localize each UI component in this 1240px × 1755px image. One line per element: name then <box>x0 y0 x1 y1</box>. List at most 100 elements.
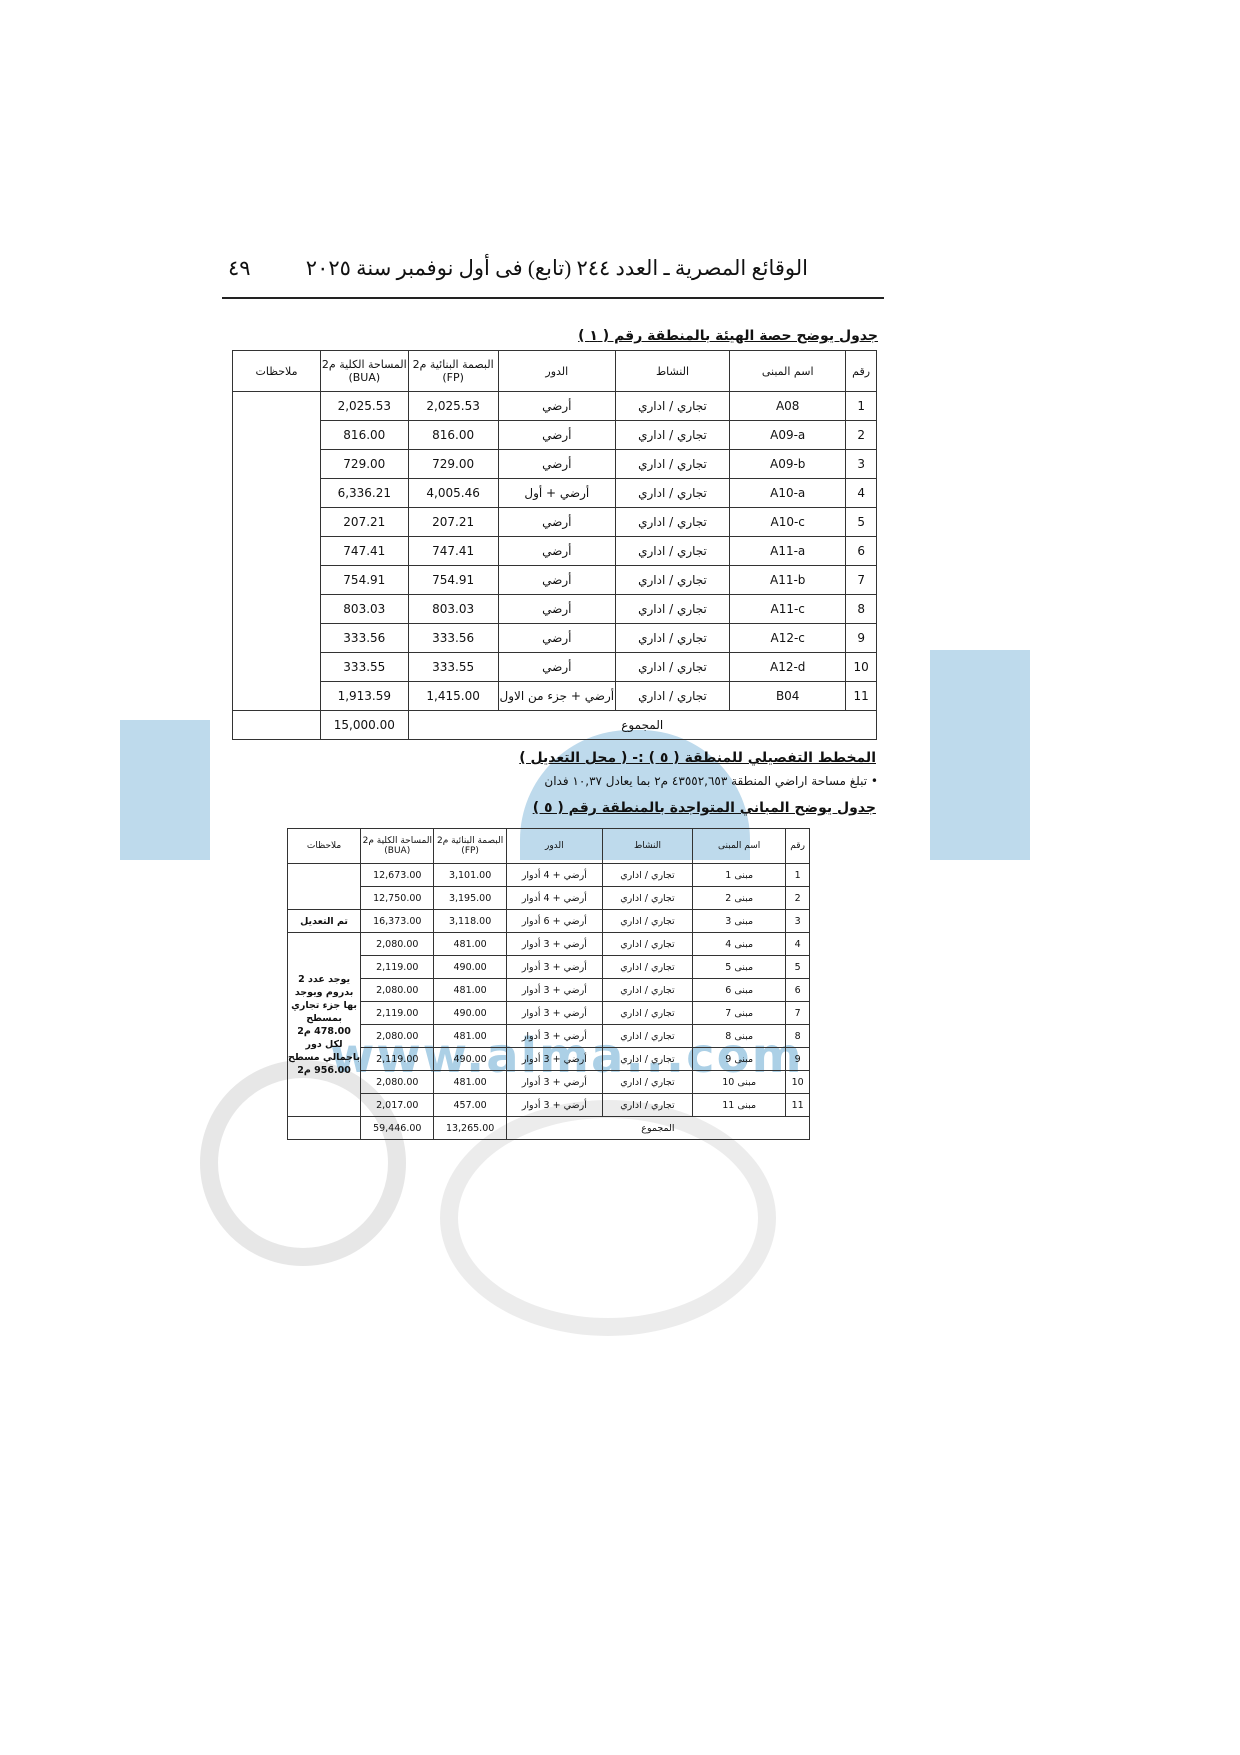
table-cell: A09-b <box>729 449 847 479</box>
table-cell: مبنى 5 <box>692 955 787 979</box>
table-cell: 2,025.53 <box>320 391 409 421</box>
table-cell: A11-a <box>729 536 847 566</box>
table-cell: أرضي + 3 أدوار <box>505 1024 603 1048</box>
table-cell: 5 <box>845 507 877 537</box>
notes-cell: تم التعديل <box>286 909 362 933</box>
total-notes <box>231 710 322 740</box>
column-header: النشاط <box>601 828 694 864</box>
table1: رقم اسم المبنى النشاط الدور البصمة البنائية … <box>231 350 878 740</box>
table-cell: 9 <box>785 1047 810 1071</box>
table-cell: تجاري / اداري <box>614 507 731 537</box>
table-cell: 10 <box>845 652 877 682</box>
table-row: 4 مبنى 4 تجاري / اداري أرضي + 3 أدوار 481.00… <box>286 932 810 1117</box>
table-row: 3 مبنى 3 تجاري / اداري أرضي + 6 أدوار 3,118.… <box>286 909 810 933</box>
table-cell: 2,119.00 <box>360 955 435 979</box>
table-cell: تجاري / اداري <box>614 391 731 421</box>
table-cell: A12-c <box>729 623 847 653</box>
table-row: 11 مبنى 11 تجاري / اداري أرضي + 3 أدوار 457.… <box>288 1093 810 1117</box>
column-header: الدور <box>505 828 603 864</box>
total-bua: 15,000.00 <box>320 710 409 740</box>
table-cell: 3,101.00 <box>433 863 507 887</box>
table-cell: تجاري / اداري <box>614 594 731 624</box>
table-cell: مبنى 3 <box>692 909 787 933</box>
table-cell: تجاري / اداري <box>601 1001 694 1025</box>
column-header: ملاحظات <box>286 828 362 864</box>
table-cell: 333.56 <box>407 623 499 653</box>
table-cell: 729.00 <box>320 449 409 479</box>
table-cell: تجاري / اداري <box>614 536 731 566</box>
table-cell: 7 <box>785 1001 810 1025</box>
table-cell: 1,913.59 <box>320 681 409 711</box>
table-cell: تجاري / اداري <box>614 652 731 682</box>
table-row: 8 مبنى 8 تجاري / اداري أرضي + 3 أدوار 481.00… <box>288 1024 810 1048</box>
column-header: البصمة البنائية م2 (FP) <box>433 828 507 864</box>
table-cell: مبنى 7 <box>692 1001 787 1025</box>
notes-cell: يوجد عدد 2 بدروم ويوجد بها جزء تجاري بمس… <box>286 932 362 1117</box>
table-cell: 2,080.00 <box>360 1024 435 1048</box>
table-cell: مبنى 6 <box>692 978 787 1002</box>
table-cell: 481.00 <box>433 932 507 956</box>
table-cell: 4,005.46 <box>407 478 499 508</box>
table-cell: أرضي <box>497 507 616 537</box>
total-fp: 13,265.00 <box>433 1116 507 1140</box>
table-cell: 9 <box>845 623 877 653</box>
total-notes <box>286 1116 362 1140</box>
table-cell: 2,017.00 <box>360 1093 435 1117</box>
table-cell: أرضي + جزء من الاول <box>497 681 616 711</box>
table-cell: تجاري / اداري <box>601 909 694 933</box>
table-row: 11 B04 تجاري / اداري أرضي + جزء من الاول 1,4… <box>233 681 877 711</box>
column-header: ملاحظات <box>231 350 322 392</box>
table-cell: 207.21 <box>407 507 499 537</box>
table-cell: تجاري / اداري <box>601 1047 694 1071</box>
table-cell: أرضي + 3 أدوار <box>505 1070 603 1094</box>
table-cell: 333.56 <box>320 623 409 653</box>
table-cell: 1,415.00 <box>407 681 499 711</box>
table-cell: مبنى 4 <box>692 932 787 956</box>
table-cell: تجاري / اداري <box>601 863 694 887</box>
table-cell: 803.03 <box>407 594 499 624</box>
table-cell: أرضي + 3 أدوار <box>505 932 603 956</box>
table-cell: مبنى 10 <box>692 1070 787 1094</box>
table-cell: 8 <box>785 1024 810 1048</box>
column-header: النشاط <box>614 350 731 392</box>
table-cell: مبنى 2 <box>692 886 787 910</box>
table-cell: تجاري / اداري <box>601 932 694 956</box>
table-cell: مبنى 11 <box>692 1093 787 1117</box>
table-cell: أرضي <box>497 594 616 624</box>
table-cell: 481.00 <box>433 978 507 1002</box>
table-cell: 2,080.00 <box>360 1070 435 1094</box>
table-cell: 6,336.21 <box>320 478 409 508</box>
total-row: المجموع 15,000.00 <box>231 710 878 740</box>
table-cell: تجاري / اداري <box>614 623 731 653</box>
total-bua: 59,446.00 <box>360 1116 435 1140</box>
table-cell: A12-d <box>729 652 847 682</box>
table-cell: 5 <box>785 955 810 979</box>
column-header: المساحة الكلية م2 (BUA) <box>320 350 409 392</box>
table-cell: أرضي + أول <box>497 478 616 508</box>
table-cell: أرضي <box>497 565 616 595</box>
table-cell: A11-b <box>729 565 847 595</box>
table-cell: 2,080.00 <box>360 932 435 956</box>
table-cell: مبنى 9 <box>692 1047 787 1071</box>
table-cell: 481.00 <box>433 1070 507 1094</box>
section-heading: المخطط التفصيلي للمنطقة ( ٥ ) :- ( محل ا… <box>519 750 876 766</box>
table-cell: أرضي + 3 أدوار <box>505 978 603 1002</box>
column-header: اسم المبنى <box>692 828 787 864</box>
table-cell: 11 <box>785 1093 810 1117</box>
total-label: المجموع <box>505 1116 811 1140</box>
table-cell: تجاري / اداري <box>614 565 731 595</box>
table-row: 4 A10-a تجاري / اداري أرضي + أول 4,005.46 6,3… <box>233 478 877 508</box>
table-cell: أرضي + 4 أدوار <box>505 886 603 910</box>
table-cell: أرضي <box>497 623 616 653</box>
table-cell: مبنى 8 <box>692 1024 787 1048</box>
table-cell: 816.00 <box>320 420 409 450</box>
page-number: ٤٩ <box>228 256 251 280</box>
table-cell: 803.03 <box>320 594 409 624</box>
table-cell: 2 <box>785 886 810 910</box>
table-cell: تجاري / اداري <box>601 978 694 1002</box>
table-row: 1 A08 تجاري / اداري أرضي 2,025.53 2,025.53 <box>231 391 877 711</box>
table-cell: A08 <box>729 391 847 421</box>
column-header: البصمة البنائية م2 (FP) <box>407 350 499 392</box>
table-cell: 6 <box>845 536 877 566</box>
table-cell: 4 <box>845 478 877 508</box>
